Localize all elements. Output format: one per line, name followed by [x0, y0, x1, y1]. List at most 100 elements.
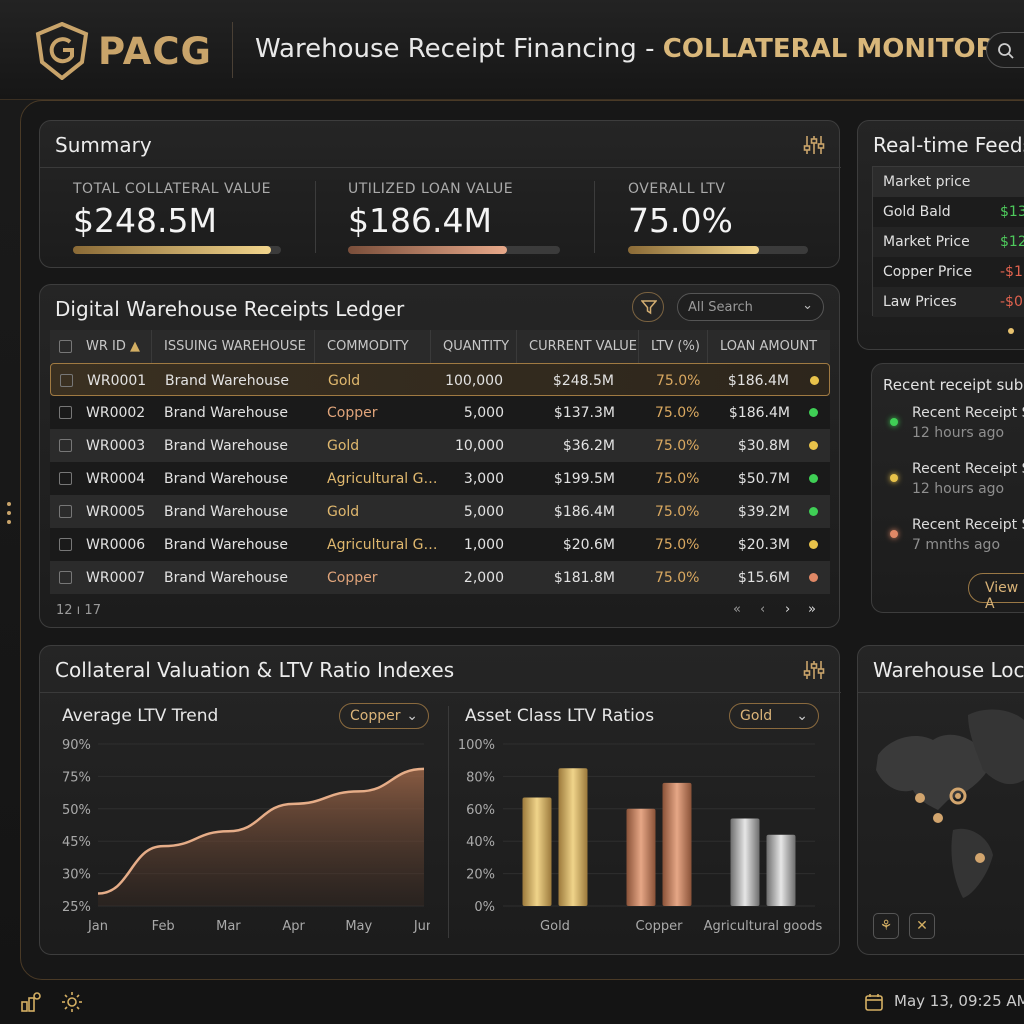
status-dot: [890, 474, 898, 482]
bar-agricultural-goods-2[interactable]: [766, 834, 796, 906]
feed-row[interactable]: Market Price $12: [873, 227, 1024, 257]
sliders-icon[interactable]: [803, 659, 825, 681]
submission-title: Recent Receipt Su: [912, 405, 1024, 421]
x-tick-label: Feb: [152, 919, 175, 934]
feed-label: Law Prices: [883, 294, 957, 310]
sort-asc-icon: ▲: [130, 339, 141, 354]
kpi-overall-ltv-label: OVERALL LTV: [628, 181, 726, 197]
submissions-title: Recent receipt subm: [883, 376, 1024, 394]
table-row[interactable]: WR0002 Brand Warehouse Copper 5,000 $137.3M 7…: [50, 396, 830, 429]
cell-warehouse: Brand Warehouse: [164, 504, 288, 520]
col-wr-id-label: WR ID: [86, 339, 126, 354]
row-checkbox[interactable]: [60, 374, 73, 387]
kpi-overall-ltv-bar: [628, 246, 808, 254]
table-row[interactable]: WR0001 Brand Warehouse Gold 100,000 $248.5M 7…: [50, 363, 830, 396]
col-ltv[interactable]: LTV (%): [651, 339, 700, 354]
valuation-divider: [40, 692, 841, 693]
kpi-total-collateral-label: TOTAL COLLATERAL VALUE: [73, 181, 271, 197]
sliders-icon[interactable]: [803, 134, 825, 156]
col-issuing-warehouse[interactable]: ISSUING WAREHOUSE: [164, 339, 306, 354]
cell-warehouse: Brand Warehouse: [164, 405, 288, 421]
top-header: PACG Warehouse Receipt Financing - COLLA…: [0, 0, 1024, 100]
table-row[interactable]: WR0004 Brand Warehouse Agricultural G… 3,00…: [50, 462, 830, 495]
row-checkbox[interactable]: [59, 406, 72, 419]
cell-wr-id: WR0005: [86, 504, 146, 520]
cell-loan-amount: $186.4M: [728, 405, 790, 421]
drag-handle-icon[interactable]: [5, 500, 13, 526]
x-category-label: Copper: [636, 919, 684, 934]
row-checkbox[interactable]: [59, 472, 72, 485]
submissions-panel: Recent receipt subm: [871, 363, 1024, 613]
bar-gold-1[interactable]: [522, 797, 552, 906]
route-icon[interactable]: ✕: [909, 913, 935, 939]
feeds-header-label: Market price: [883, 174, 971, 190]
bar-copper-2[interactable]: [662, 782, 692, 906]
cell-commodity: Copper: [327, 405, 378, 421]
settings-gear-icon[interactable]: [61, 991, 83, 1013]
col-current-value[interactable]: CURRENT VALUE: [529, 339, 637, 354]
row-checkbox[interactable]: [59, 505, 72, 518]
feed-value: $13: [1000, 204, 1024, 220]
row-checkbox[interactable]: [59, 571, 72, 584]
cell-wr-id: WR0002: [86, 405, 146, 421]
col-loan-amount[interactable]: LOAN AMOUNT: [720, 339, 818, 354]
bar-agricultural-goods-1[interactable]: [730, 818, 760, 906]
calendar-icon[interactable]: [864, 992, 884, 1012]
submission-title: Recent Receipt Su: [912, 461, 1024, 477]
next-page-icon[interactable]: ›: [785, 602, 791, 617]
cell-warehouse: Brand Warehouse: [165, 373, 289, 389]
carousel-dot[interactable]: [1008, 328, 1014, 334]
first-page-icon[interactable]: «: [733, 602, 741, 617]
submission-title: Recent Receipt Su: [912, 517, 1024, 533]
col-wr-id[interactable]: WR ID ▲: [86, 339, 140, 354]
layers-icon[interactable]: ⚘: [873, 913, 899, 939]
cell-loan-amount: $186.4M: [727, 373, 789, 389]
row-checkbox[interactable]: [59, 538, 72, 551]
footer: May 13, 09:25 AM: [0, 980, 1024, 1024]
feed-row[interactable]: Law Prices -$0.2: [873, 287, 1024, 317]
bar-copper-1[interactable]: [626, 808, 656, 906]
ltv-trend-commodity-select[interactable]: Copper ⌄: [339, 703, 429, 729]
feed-value: -$1.2: [1000, 264, 1024, 280]
feed-row[interactable]: Gold Bald $13: [873, 197, 1024, 227]
world-map[interactable]: [868, 700, 1024, 900]
cell-commodity: Agricultural G…: [327, 471, 438, 487]
global-search-button[interactable]: [986, 32, 1024, 68]
x-tick-label: Jan: [87, 919, 108, 934]
ltv-trend-title: Average LTV Trend: [62, 706, 219, 726]
asset-class-select[interactable]: Gold ⌄: [729, 703, 819, 729]
cell-current-value: $248.5M: [552, 373, 614, 389]
cell-quantity: 1,000: [463, 537, 504, 553]
cell-loan-amount: $50.7M: [737, 471, 790, 487]
y-tick-label: 60%: [466, 803, 495, 818]
table-row[interactable]: WR0005 Brand Warehouse Gold 5,000 $186.4M 75.…: [50, 495, 830, 528]
analytics-icon[interactable]: [20, 991, 42, 1013]
row-checkbox[interactable]: [59, 439, 72, 452]
cell-commodity: Gold: [328, 373, 361, 389]
table-row[interactable]: WR0006 Brand Warehouse Agricultural G… 1,00…: [50, 528, 830, 561]
select-all-checkbox[interactable]: [59, 340, 72, 353]
filter-button[interactable]: [632, 292, 664, 322]
table-row[interactable]: WR0003 Brand Warehouse Gold 10,000 $36.2M 75.…: [50, 429, 830, 462]
table-row[interactable]: WR0007 Brand Warehouse Copper 2,000 $181.8M 7…: [50, 561, 830, 594]
cell-ltv: 75.0%: [655, 504, 700, 520]
view-all-button[interactable]: View A: [968, 573, 1024, 612]
x-tick-label: Apr: [282, 919, 305, 934]
y-tick-label: 25%: [62, 900, 91, 915]
y-tick-label: 40%: [466, 835, 495, 850]
prev-page-icon[interactable]: ‹: [760, 602, 766, 617]
y-tick-label: 50%: [62, 803, 91, 818]
pagination-info: 12 ı 17: [56, 603, 101, 618]
ledger-search-select[interactable]: All Search ⌄: [677, 293, 824, 321]
bar-gold-2[interactable]: [558, 768, 588, 906]
last-page-icon[interactable]: »: [808, 602, 816, 617]
feed-row[interactable]: Copper Price -$1.2: [873, 257, 1024, 287]
feed-value: -$0.2: [1000, 294, 1024, 310]
feeds-title: Real-time Feeds: [873, 133, 1024, 157]
col-commodity[interactable]: COMMODITY: [327, 339, 409, 354]
cell-commodity: Gold: [327, 504, 360, 520]
cell-current-value: $137.3M: [553, 405, 615, 421]
cell-commodity: Copper: [327, 570, 378, 586]
cell-wr-id: WR0001: [87, 373, 147, 389]
col-quantity[interactable]: QUANTITY: [443, 339, 510, 354]
